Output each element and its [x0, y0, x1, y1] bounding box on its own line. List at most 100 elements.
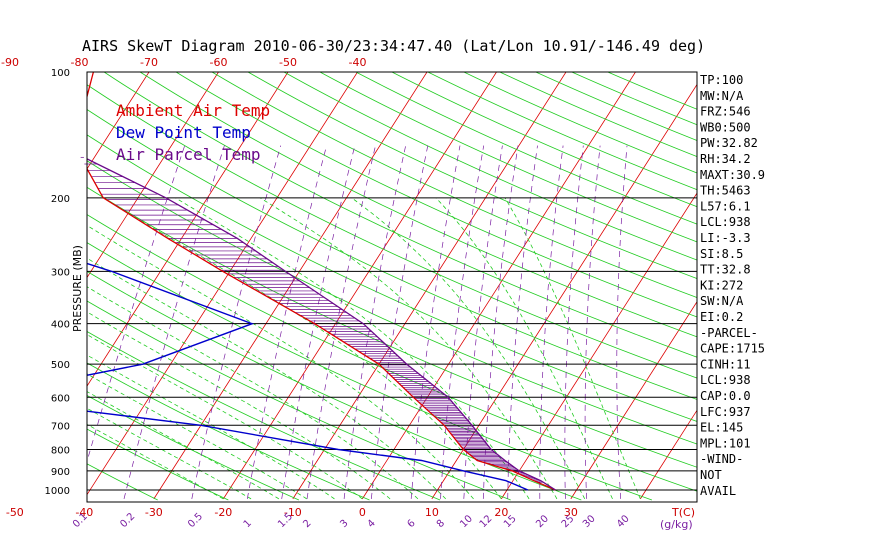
stat-line: PW:32.82 — [700, 136, 758, 150]
dry-adiabat-line — [103, 72, 697, 358]
pressure-tick-label: 100 — [51, 68, 70, 79]
dry-adiabat-line — [87, 242, 653, 501]
sounding-series — [87, 72, 556, 491]
mixing-ratio-label: 2 — [301, 518, 313, 530]
mixing-ratio-label: 12 — [478, 513, 495, 530]
moist-adiabat-line — [87, 373, 307, 500]
dry-adiabat-line — [87, 160, 697, 445]
series-line-dew — [87, 262, 529, 491]
moist-adiabat-line — [259, 197, 558, 500]
isotherm-line — [639, 409, 697, 500]
dry-adiabat-line — [283, 72, 697, 261]
dry-adiabat-line — [391, 72, 697, 208]
bottom-tick-label: -10 — [284, 506, 302, 519]
mixing-ratio-label: 4 — [366, 518, 378, 530]
stat-line: LFC:937 — [700, 405, 751, 419]
chart-title: AIRS SkewT Diagram 2010-06-30/23:34:47.4… — [82, 37, 705, 55]
stat-line: WB0:500 — [700, 120, 751, 134]
dry-adiabat-line — [87, 270, 582, 501]
stat-line: MPL:101 — [700, 436, 751, 450]
dry-adiabat-line — [175, 72, 697, 318]
isobar-lines — [87, 197, 697, 491]
top-tick-label: -40 — [349, 56, 367, 69]
mixing-ratio-line — [370, 145, 429, 499]
top-temp-ticks: -120-110-100-90-80-70-60-50-40 — [1, 56, 367, 69]
dry-adiabat-line — [0, 72, 17, 500]
bottom-temp-ticks: -50 -40 -30 -20 -10 0 10 20 30 — [6, 506, 578, 519]
dry-adiabat-line — [427, 72, 697, 191]
moist-adiabat-line — [103, 197, 502, 500]
mixing-ratio-label: 8 — [435, 518, 447, 530]
stat-line: TT:32.8 — [700, 263, 751, 277]
bottom-tick-label: -40 — [75, 506, 93, 519]
moist-adiabat-line — [87, 311, 391, 500]
stat-line: MAXT:30.9 — [700, 168, 765, 182]
stat-line: CINH:11 — [700, 357, 751, 371]
stat-line: EI:0.2 — [700, 310, 743, 324]
moist-adiabat-line — [87, 354, 335, 500]
stat-line: CAP:0.0 — [700, 389, 751, 403]
stat-line: LCL:938 — [700, 215, 751, 229]
top-tick-label: -50 — [279, 56, 297, 69]
mixing-ratio-label: 3 — [338, 518, 350, 530]
pressure-tick-label: 700 — [51, 421, 70, 432]
isotherm-line — [87, 72, 358, 496]
dry-adiabat-line — [211, 72, 697, 298]
mixing-ratio-line — [507, 145, 538, 499]
isotherm-line — [570, 300, 697, 500]
bottom-tick-label: 30 — [564, 506, 578, 519]
dry-adiabat-line — [87, 109, 697, 400]
bottom-tick-label: 0 — [359, 506, 366, 519]
pressure-tick-label: 900 — [51, 467, 70, 478]
dry-adiabat-line — [87, 331, 441, 501]
isotherm-line — [0, 63, 16, 499]
isotherm-line — [500, 192, 697, 500]
mixing-ratio-label: 6 — [406, 518, 418, 530]
legend-ambient: Ambient Air Temp — [116, 101, 270, 120]
legend-parcel: Air Parcel Temp — [116, 145, 261, 164]
isotherm-line — [779, 63, 870, 499]
bottom-tick-label: 10 — [425, 506, 439, 519]
top-tick-label: -80 — [71, 56, 89, 69]
stat-line: TH:5463 — [700, 184, 751, 198]
stat-line: RH:34.2 — [700, 152, 751, 166]
stat-line: KI:272 — [700, 278, 743, 292]
pressure-tick-label: 1000 — [45, 486, 70, 497]
bottom-tick-label: -50 — [6, 506, 24, 519]
isotherm-line — [431, 83, 697, 500]
pressure-tick-label: 800 — [51, 445, 70, 456]
legend-dew: Dew Point Temp — [116, 123, 251, 142]
stat-line: EL:145 — [700, 421, 743, 435]
mixing-ratio-label: 1 — [242, 518, 254, 530]
stat-line: SI:8.5 — [700, 247, 743, 261]
top-tick-label: -60 — [210, 56, 228, 69]
dry-adiabat-line — [247, 72, 697, 279]
stat-line: FRZ:546 — [700, 105, 751, 119]
mixing-ratio-line — [123, 145, 225, 499]
dry-adiabat-line — [87, 394, 300, 501]
dry-adiabat-line — [139, 72, 697, 338]
pressure-tick-label: 400 — [51, 320, 70, 331]
dry-adiabat-line — [463, 72, 697, 174]
series-line-ambient — [87, 72, 556, 491]
stat-line: CAPE:1715 — [700, 342, 765, 356]
top-tick-label: -90 — [1, 56, 19, 69]
dry-adiabat-line — [319, 72, 697, 243]
stat-line: LCL:938 — [700, 373, 751, 387]
x-unit-label: T(C) — [671, 506, 695, 519]
stat-line: -PARCEL- — [700, 326, 758, 340]
mixing-ratio-label: 0.5 — [186, 511, 205, 530]
mixing-ratio-label: 40 — [615, 513, 632, 530]
moist-adiabat-line — [87, 257, 446, 500]
stat-line: SW:N/A — [700, 294, 744, 308]
mixing-ratio-line — [410, 145, 461, 499]
legend: Ambient Air Temp Dew Point Temp Air Parc… — [116, 101, 270, 164]
stat-line: -WIND- — [700, 452, 743, 466]
pressure-ticks: 100 200 300 400 500 600 700 800 900 1000 — [45, 68, 70, 497]
dry-adiabat-line — [87, 300, 511, 501]
pressure-tick-label: 600 — [51, 393, 70, 404]
plot-frame — [86, 71, 698, 503]
pressure-tick-label: 200 — [51, 194, 70, 205]
